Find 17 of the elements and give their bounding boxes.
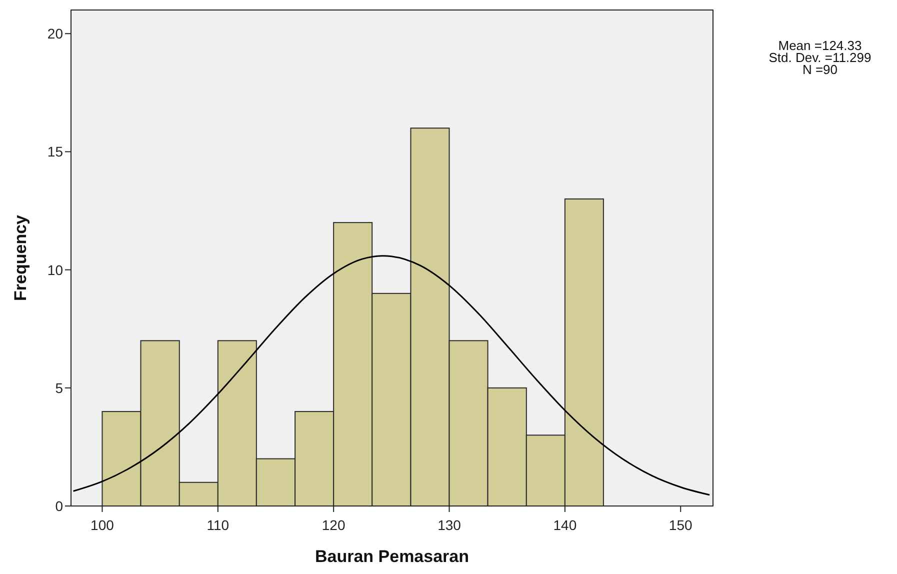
x-tick-label: 110 [206, 517, 230, 533]
line-series [72, 255, 710, 496]
text: Mean =124.33 [778, 38, 862, 53]
x-axis-title: Bauran Pemasaran [314, 547, 470, 566]
x-tick-label: 140 [553, 517, 577, 533]
text: N =90 [802, 62, 838, 77]
y-tick-label: 20 [47, 26, 64, 42]
x-tick-label: 130 [438, 517, 462, 533]
y-tick-label: 0 [55, 498, 64, 514]
x-tick-label: 100 [90, 517, 114, 533]
x-tick-label: 120 [322, 517, 346, 533]
y-axis-title: Frequency [11, 214, 30, 301]
text: Std. Dev. =11.299 [768, 50, 872, 65]
x-tick-label: 150 [668, 517, 693, 533]
y-tick-label: 10 [47, 262, 64, 278]
y-tick-label: 5 [55, 380, 64, 396]
y-tick-label: 15 [47, 144, 64, 160]
